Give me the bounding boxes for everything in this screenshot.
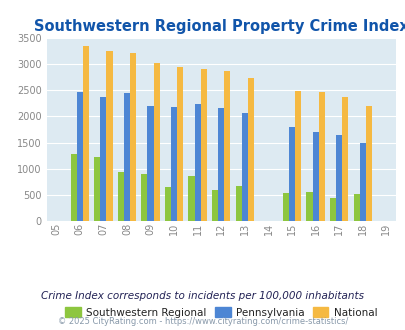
Text: © 2025 CityRating.com - https://www.cityrating.com/crime-statistics/: © 2025 CityRating.com - https://www.city… [58, 317, 347, 326]
Bar [200, 69, 207, 221]
Bar [164, 187, 171, 221]
Bar [211, 190, 217, 221]
Bar [294, 91, 301, 221]
Bar [365, 106, 371, 221]
Bar [188, 176, 194, 221]
Bar [224, 71, 230, 221]
Bar [70, 153, 77, 221]
Bar [147, 106, 153, 221]
Bar [124, 93, 130, 221]
Legend: Southwestern Regional, Pennsylvania, National: Southwestern Regional, Pennsylvania, Nat… [61, 303, 380, 322]
Bar [83, 46, 89, 221]
Bar [77, 92, 83, 221]
Bar [106, 50, 112, 221]
Bar [329, 198, 335, 221]
Title: Southwestern Regional Property Crime Index: Southwestern Regional Property Crime Ind… [34, 19, 405, 34]
Bar [100, 97, 106, 221]
Bar [194, 104, 200, 221]
Bar [282, 193, 288, 221]
Bar [235, 186, 241, 221]
Bar [247, 78, 254, 221]
Bar [341, 97, 347, 221]
Bar [130, 53, 136, 221]
Bar [288, 127, 294, 221]
Text: Crime Index corresponds to incidents per 100,000 inhabitants: Crime Index corresponds to incidents per… [41, 291, 364, 301]
Bar [359, 143, 365, 221]
Bar [241, 113, 247, 221]
Bar [94, 157, 100, 221]
Bar [171, 107, 177, 221]
Bar [306, 192, 312, 221]
Bar [312, 132, 318, 221]
Bar [217, 108, 224, 221]
Bar [117, 173, 124, 221]
Bar [318, 92, 324, 221]
Bar [335, 135, 341, 221]
Bar [177, 67, 183, 221]
Bar [141, 174, 147, 221]
Bar [353, 194, 359, 221]
Bar [153, 63, 159, 221]
